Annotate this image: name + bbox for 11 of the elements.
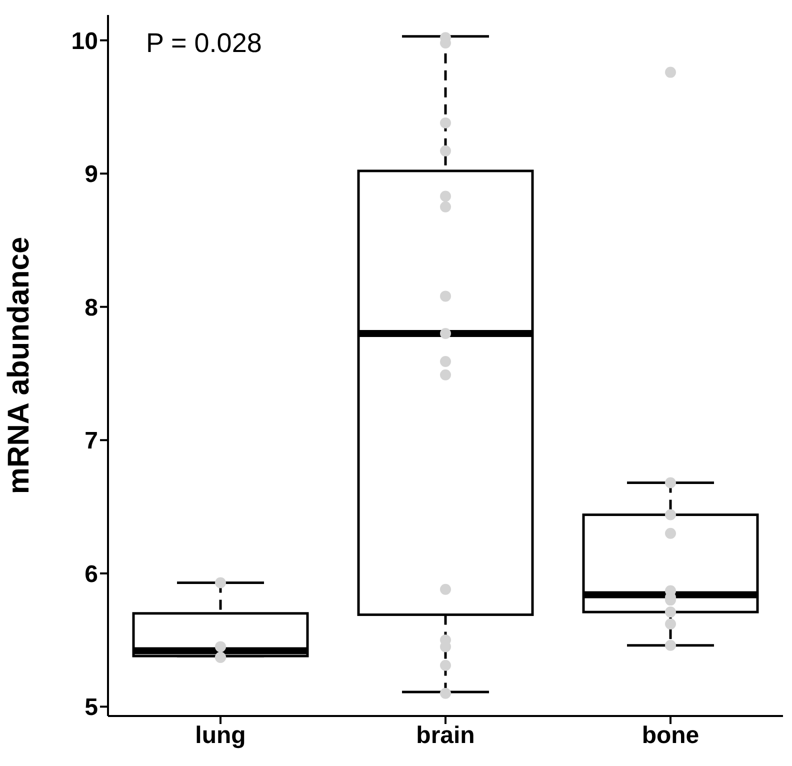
x-tick-label: brain [416, 722, 475, 750]
x-tick-label: bone [642, 722, 700, 750]
y-tick-label: 6 [84, 560, 98, 588]
y-tick-label: 7 [84, 428, 98, 455]
y-tick-label: 10 [71, 28, 98, 55]
y-tick-label: 5 [84, 694, 98, 722]
annotation: P = 0.028 [146, 28, 262, 59]
y-axis-title: mRNA abundance [2, 236, 36, 494]
y-tick-label: 9 [84, 161, 98, 188]
x-tick-label: lung [195, 722, 246, 750]
y-tick-label: 8 [84, 294, 98, 322]
